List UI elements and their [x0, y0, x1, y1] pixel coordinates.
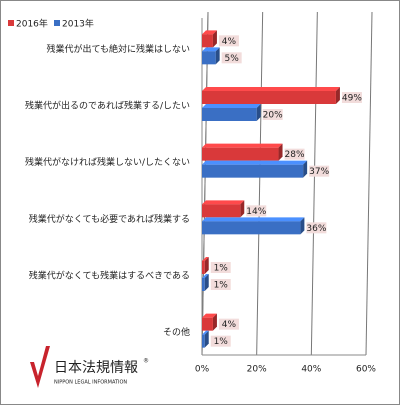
logo-subtitle: NIPPON LEGAL INFORMATION — [54, 380, 127, 386]
grid-line — [310, 11, 318, 356]
bar-side — [204, 257, 209, 274]
bar-top — [202, 30, 217, 35]
bar-top — [202, 104, 261, 108]
y-tick-label: その他 — [163, 326, 190, 338]
bar-side — [215, 47, 220, 65]
logo-name: 日本法規情報 — [54, 360, 138, 376]
grid-line — [201, 11, 209, 356]
bar-side — [204, 330, 209, 348]
value-label-bg — [210, 262, 231, 273]
bar-top — [202, 330, 209, 335]
value-label: 1% — [214, 281, 229, 291]
value-label-bg — [309, 165, 330, 177]
logo-mark: ® — [143, 358, 149, 365]
bar — [202, 147, 279, 161]
y-tick-label: 残業代がなくても残業はするべきである — [29, 270, 190, 282]
value-label: 20% — [263, 111, 283, 121]
value-label: 4% — [222, 37, 237, 47]
value-label-bg — [262, 109, 283, 120]
value-label: 49% — [342, 94, 362, 104]
legend-swatch — [54, 20, 60, 26]
bar — [202, 261, 205, 274]
legend-label: 2016年 — [16, 18, 48, 30]
bar-top — [202, 87, 340, 91]
logo-icon — [30, 346, 50, 388]
value-label: 14% — [246, 207, 266, 217]
bar-side — [240, 200, 245, 218]
x-tick-label: 0% — [195, 365, 210, 375]
y-tick-label: 残業代がなければ残業しない/したくない — [25, 156, 190, 168]
x-tick-label: 60% — [356, 365, 376, 375]
bar-side — [300, 217, 305, 235]
logo: 日本法規情報 ® NIPPON LEGAL INFORMATION — [30, 346, 149, 388]
bar-top — [202, 257, 209, 261]
bar-side — [303, 160, 308, 178]
bar-side — [212, 313, 217, 331]
value-label-bg — [210, 279, 231, 290]
y-tick-label: 残業代がなくても必要であれば残業する — [29, 213, 190, 225]
x-tick-label: 40% — [301, 365, 321, 375]
value-label: 1% — [214, 337, 229, 347]
y-tick-label: 残業代が出ても絶対に残業はしない — [46, 43, 190, 55]
bar — [202, 278, 205, 291]
value-label: 5% — [225, 54, 240, 64]
bar-side — [256, 104, 261, 121]
bar-side — [212, 30, 217, 48]
bar-top — [202, 200, 245, 205]
bar-side — [278, 143, 283, 161]
value-label: 37% — [309, 167, 329, 177]
legend-swatch — [8, 20, 14, 26]
bar-top — [202, 160, 308, 165]
bar-top — [202, 313, 217, 318]
value-label-bg — [221, 52, 242, 64]
value-label: 36% — [306, 224, 326, 234]
bar — [202, 34, 213, 48]
value-label-bg — [218, 318, 239, 330]
value-label-bg — [341, 92, 362, 103]
value-label-bg — [284, 148, 305, 160]
value-label: 4% — [222, 320, 237, 330]
value-label: 28% — [285, 150, 305, 160]
bar — [202, 204, 241, 218]
value-label-bg — [246, 205, 267, 217]
bar-top — [202, 274, 209, 278]
value-label-bg — [210, 335, 231, 347]
value-label-bg — [306, 222, 327, 234]
value-label: 1% — [214, 264, 229, 274]
value-label-bg — [218, 35, 239, 47]
bar — [202, 334, 205, 348]
grid-line — [365, 11, 373, 356]
bar — [202, 51, 216, 65]
bar-top — [202, 143, 283, 148]
bar-top — [202, 217, 305, 222]
x-tick-label: 20% — [247, 365, 267, 375]
bar-side — [204, 274, 209, 291]
bar — [202, 164, 304, 178]
legend-label: 2013年 — [62, 18, 94, 30]
grid-line — [256, 11, 264, 356]
y-tick-label: 残業代が出るのであれば残業する/したい — [25, 100, 190, 112]
bar-top — [202, 47, 220, 52]
bar-side — [335, 87, 340, 104]
bar — [202, 317, 213, 331]
bar — [202, 91, 336, 104]
bar — [202, 221, 301, 235]
bar — [202, 108, 257, 121]
